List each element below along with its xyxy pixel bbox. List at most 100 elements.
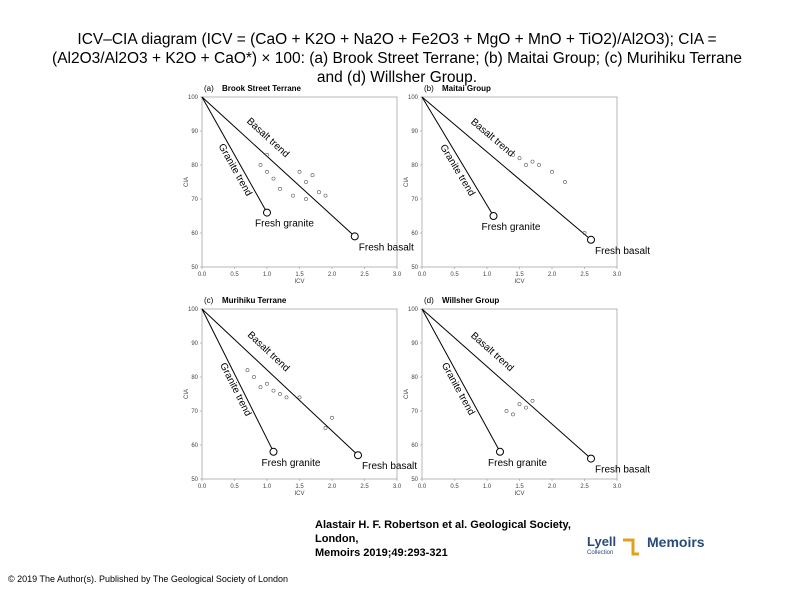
- slide-title: ICV–CIA diagram (ICV = (CaO + K2O + Na2O…: [52, 31, 742, 86]
- x-tick-label: 3.0: [393, 272, 402, 278]
- logo-subbrand: Collection: [587, 550, 614, 556]
- panel-label: (d): [424, 296, 434, 305]
- data-point: [323, 193, 328, 198]
- data-point: [291, 193, 295, 198]
- fresh-point: [269, 447, 278, 456]
- y-tick-label: 70: [411, 197, 418, 203]
- x-tick-label: 0.0: [418, 484, 427, 490]
- logo: Lyell Collection Memoirs: [585, 530, 735, 570]
- panel-label: (c): [204, 296, 214, 305]
- panel-label: (a): [204, 84, 214, 93]
- data-point: [304, 180, 308, 184]
- fresh-label: Fresh basalt: [595, 465, 650, 476]
- data-point: [550, 169, 554, 174]
- y-tick-label: 70: [411, 409, 418, 415]
- y-tick-label: 60: [411, 443, 418, 449]
- x-tick-label: 1.5: [295, 484, 304, 490]
- y-tick-label: 70: [191, 197, 198, 203]
- fresh-label: Fresh basalt: [359, 242, 414, 253]
- y-tick-label: 100: [188, 95, 199, 101]
- logo-icon: [623, 538, 639, 556]
- y-tick-label: 100: [408, 95, 419, 101]
- x-tick-label: 0.0: [198, 484, 207, 490]
- x-tick-label: 1.5: [515, 484, 524, 490]
- citation: Alastair H. F. Robertson et al. Geologic…: [315, 518, 575, 560]
- x-tick-label: 0.5: [450, 272, 459, 278]
- data-point: [271, 388, 276, 393]
- x-axis-label: ICV: [514, 279, 524, 285]
- x-tick-label: 2.5: [580, 484, 589, 490]
- data-point: [511, 412, 515, 417]
- x-tick-label: 2.0: [548, 272, 557, 278]
- y-tick-label: 60: [191, 231, 198, 237]
- x-tick-label: 1.0: [483, 272, 492, 278]
- fresh-point: [587, 454, 595, 463]
- data-point: [304, 197, 308, 201]
- data-point: [310, 173, 315, 178]
- x-tick-label: 3.0: [393, 484, 402, 490]
- data-point: [511, 152, 515, 157]
- trend-label: Basalt trend: [468, 330, 515, 374]
- fresh-label: Fresh granite: [482, 222, 541, 233]
- x-tick-label: 2.5: [360, 484, 369, 490]
- data-point: [278, 392, 282, 396]
- logo-product: Memoirs: [647, 534, 705, 550]
- fresh-label: Fresh granite: [255, 219, 314, 230]
- trend-line: [201, 308, 274, 453]
- x-tick-label: 1.0: [263, 484, 272, 490]
- y-tick-label: 80: [411, 375, 418, 381]
- trend-label: Granite trend: [217, 361, 253, 418]
- data-point: [524, 163, 528, 167]
- fresh-point: [496, 447, 504, 456]
- data-point: [323, 426, 328, 430]
- y-tick-label: 100: [408, 307, 419, 313]
- y-axis-label: CIA: [184, 177, 190, 187]
- fresh-point: [263, 208, 271, 217]
- x-tick-label: 0.5: [230, 484, 239, 490]
- x-tick-label: 0.0: [198, 272, 207, 278]
- data-point: [265, 152, 269, 157]
- y-tick-label: 60: [191, 443, 198, 449]
- data-point: [252, 375, 256, 379]
- data-point: [297, 169, 302, 174]
- y-tick-label: 70: [191, 409, 198, 415]
- x-tick-label: 0.5: [450, 484, 459, 490]
- data-point: [297, 395, 302, 400]
- data-point: [271, 176, 276, 181]
- x-tick-label: 3.0: [613, 272, 622, 278]
- x-tick-label: 1.0: [263, 272, 272, 278]
- data-point: [265, 381, 269, 386]
- y-tick-label: 90: [411, 129, 418, 135]
- data-point: [537, 163, 541, 167]
- data-point: [524, 405, 528, 410]
- fresh-point: [587, 235, 595, 244]
- x-tick-label: 2.5: [360, 272, 369, 278]
- trend-line: [421, 308, 592, 459]
- data-point: [258, 163, 263, 167]
- fresh-label: Fresh granite: [488, 458, 547, 469]
- y-tick-label: 80: [411, 163, 418, 169]
- trend-label: Basalt trend: [468, 117, 516, 160]
- y-tick-label: 50: [191, 477, 198, 483]
- fresh-label: Fresh granite: [262, 458, 321, 469]
- panel-label: (b): [424, 84, 434, 93]
- x-tick-label: 1.5: [515, 272, 524, 278]
- fresh-label: Fresh basalt: [595, 246, 650, 257]
- data-point: [530, 159, 535, 164]
- y-axis-label: CIA: [404, 177, 410, 187]
- data-point: [530, 398, 535, 403]
- y-tick-label: 90: [191, 129, 198, 135]
- x-tick-label: 0.5: [230, 272, 239, 278]
- data-point: [517, 156, 522, 161]
- x-axis-label: ICV: [294, 491, 304, 497]
- data-point: [278, 186, 282, 191]
- data-point: [245, 368, 250, 373]
- x-tick-label: 2.0: [328, 484, 337, 490]
- x-tick-label: 2.0: [548, 484, 557, 490]
- logo-brand: Lyell: [587, 534, 617, 549]
- data-point: [582, 231, 587, 235]
- panel-title: Maitai Group: [442, 84, 491, 93]
- x-tick-label: 2.5: [580, 272, 589, 278]
- y-tick-label: 80: [191, 163, 198, 169]
